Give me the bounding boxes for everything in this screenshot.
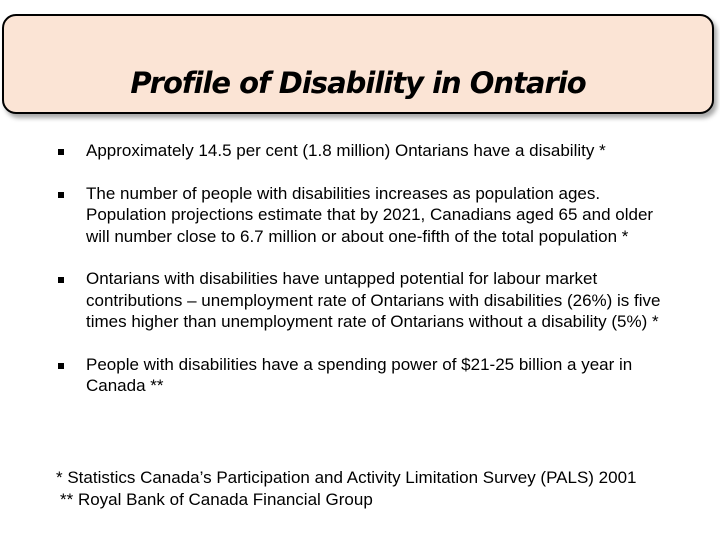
- bullet-item: People with disabilities have a spending…: [0, 354, 720, 397]
- square-bullet-icon: [58, 149, 64, 155]
- footnotes: * Statistics Canada’s Participation and …: [56, 467, 676, 510]
- square-bullet-icon: [58, 362, 64, 369]
- bullet-text: People with disabilities have a spending…: [86, 354, 633, 396]
- title-box: Profile of Disability in Ontario: [2, 14, 714, 114]
- bullet-list: Approximately 14.5 per cent (1.8 million…: [0, 140, 720, 397]
- square-bullet-icon: [58, 191, 64, 198]
- bullet-item: Ontarians with disabilities have untappe…: [0, 268, 720, 333]
- bullet-text: Ontarians with disabilities have untappe…: [86, 269, 661, 331]
- bullet-item: Approximately 14.5 per cent (1.8 million…: [0, 140, 720, 162]
- bullet-text: The number of people with disabilities i…: [86, 183, 654, 246]
- footnote-pals: * Statistics Canada’s Participation and …: [56, 468, 637, 487]
- footnote-rbc: ** Royal Bank of Canada Financial Group: [60, 489, 373, 509]
- bullet-text: Approximately 14.5 per cent (1.8 million…: [86, 141, 606, 160]
- bullet-item: The number of people with disabilities i…: [0, 183, 720, 248]
- square-bullet-icon: [58, 277, 64, 283]
- slide-title: Profile of Disability in Ontario: [130, 66, 586, 100]
